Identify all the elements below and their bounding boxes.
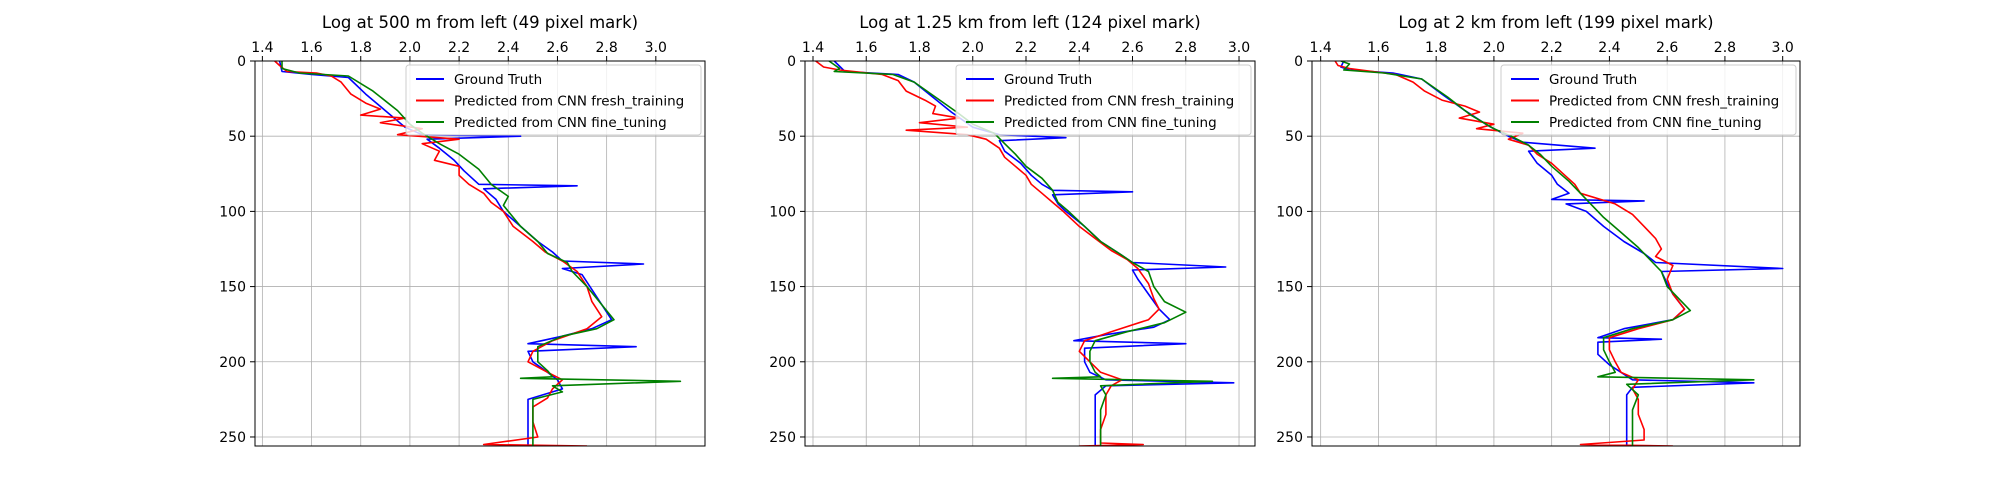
x-tick-label: 2.0: [962, 40, 984, 56]
legend-label: Predicted from CNN fresh_training: [454, 94, 684, 110]
y-tick-label: 250: [769, 430, 796, 446]
x-tick-label: 1.8: [350, 40, 372, 56]
x-tick-label: 1.6: [855, 40, 877, 56]
legend-label: Ground Truth: [454, 72, 542, 88]
legend-label: Predicted from CNN fine_tuning: [1549, 115, 1762, 131]
series-line-2: [274, 61, 603, 446]
x-tick-label: 2.0: [1483, 40, 1505, 56]
chart-title: Log at 1.25 km from left (124 pixel mark…: [859, 13, 1200, 32]
chart-panel-1: 1.4 1.6 1.8 2.0 2.2 2.4 2.6 2.8 3.0 0 50 100 150 200 2…: [219, 13, 706, 447]
y-tick-label: 200: [1276, 355, 1303, 371]
legend-label: Predicted from CNN fresh_training: [1004, 94, 1234, 110]
x-tick-label: 2.2: [1015, 40, 1037, 56]
x-tick-label: 3.0: [1772, 40, 1794, 56]
x-tick-label: 2.2: [1541, 40, 1563, 56]
y-tick-label: 150: [1276, 280, 1303, 296]
y-tick-label: 200: [219, 355, 246, 371]
x-tick-label: 2.8: [596, 40, 618, 56]
legend-label: Predicted from CNN fresh_training: [1549, 94, 1779, 110]
chart-panel-3: 1.4 1.6 1.8 2.0 2.2 2.4 2.6 2.8 3.0 0 50 100 150 200 2…: [1276, 13, 1801, 447]
legend: Ground Truth Predicted from CNN fresh_tra…: [405, 64, 702, 136]
y-tick-label: 50: [1285, 129, 1303, 145]
legend-label: Predicted from CNN fine_tuning: [1004, 115, 1217, 131]
y-tick-label: 200: [769, 355, 796, 371]
x-tick-label: 3.0: [1228, 40, 1250, 56]
x-tick-label: 2.6: [1121, 40, 1143, 56]
chart-panel-2: 1.4 1.6 1.8 2.0 2.2 2.4 2.6 2.8 3.0 0 50 100 150 200 2…: [769, 13, 1256, 447]
x-tick-label: 1.6: [1367, 40, 1389, 56]
legend-label: Ground Truth: [1004, 72, 1092, 88]
plot-frame: [804, 60, 1256, 447]
plot-frame: [1311, 60, 1801, 447]
x-tick-label: 3.0: [645, 40, 667, 56]
x-tick-label: 2.0: [399, 40, 421, 56]
legend-box: [1500, 64, 1797, 136]
x-tick-label: 2.4: [497, 40, 519, 56]
y-tick-label: 100: [219, 204, 246, 220]
y-tick-label: 0: [1294, 54, 1303, 70]
legend: Ground Truth Predicted from CNN fresh_tra…: [955, 64, 1252, 136]
y-tick-label: 100: [769, 204, 796, 220]
x-tick-label: 1.8: [1425, 40, 1447, 56]
y-tick-label: 50: [228, 129, 246, 145]
x-tick-label: 1.4: [251, 40, 273, 56]
legend-label: Ground Truth: [1549, 72, 1637, 88]
legend-label: Predicted from CNN fine_tuning: [454, 115, 667, 131]
legend-box: [955, 64, 1252, 136]
y-tick-label: 0: [237, 54, 246, 70]
y-tick-label: 250: [219, 430, 246, 446]
series-line-3: [1340, 61, 1755, 446]
chart-title: Log at 500 m from left (49 pixel mark): [322, 13, 638, 32]
x-tick-label: 2.6: [1656, 40, 1678, 56]
x-tick-label: 2.8: [1714, 40, 1736, 56]
x-tick-label: 1.6: [300, 40, 322, 56]
x-tick-label: 2.4: [1598, 40, 1620, 56]
legend-box: [405, 64, 702, 136]
plot-frame: [254, 60, 706, 447]
legend: Ground Truth Predicted from CNN fresh_tra…: [1500, 64, 1797, 136]
y-tick-label: 0: [787, 54, 796, 70]
chart-title: Log at 2 km from left (199 pixel mark): [1398, 13, 1713, 32]
y-tick-label: 150: [769, 280, 796, 296]
x-tick-label: 2.6: [546, 40, 568, 56]
x-tick-label: 2.8: [1175, 40, 1197, 56]
x-tick-label: 2.4: [1068, 40, 1090, 56]
x-tick-label: 1.8: [908, 40, 930, 56]
x-tick-label: 1.4: [802, 40, 824, 56]
x-tick-label: 2.2: [448, 40, 470, 56]
series-line-2: [815, 61, 1160, 446]
y-tick-label: 50: [778, 129, 796, 145]
y-tick-label: 100: [1276, 204, 1303, 220]
y-tick-label: 250: [1276, 430, 1303, 446]
y-tick-label: 150: [219, 280, 246, 296]
x-tick-label: 1.4: [1310, 40, 1332, 56]
